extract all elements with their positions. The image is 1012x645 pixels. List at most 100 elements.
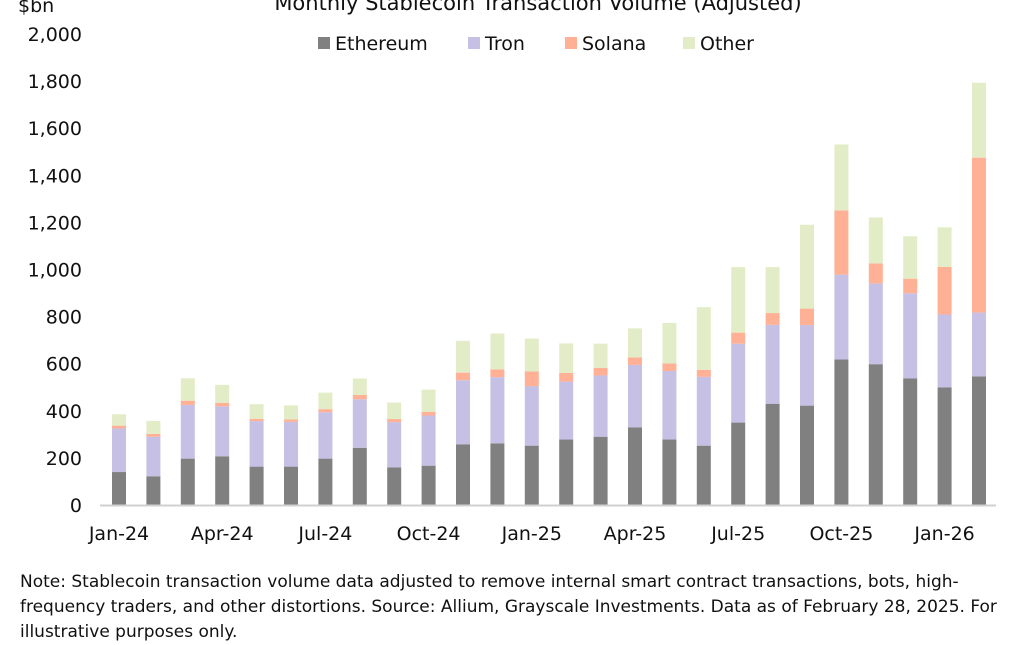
x-tick-label: Jul-24: [297, 523, 352, 545]
bar-solana-Jan-24: [112, 425, 126, 429]
bar-solana-Jun-25: [696, 369, 711, 377]
legend-label-ethereum: Ethereum: [335, 33, 428, 55]
bar-ethereum-Jun-24: [284, 466, 298, 505]
bar-ethereum-May-25: [662, 439, 677, 505]
bar-other-Jul-24: [318, 392, 333, 410]
bar-solana-Mar-25: [593, 367, 608, 376]
bar-ethereum-Jul-25: [731, 422, 746, 505]
y-tick-label: 800: [46, 307, 82, 329]
bar-tron-Jul-25: [731, 343, 746, 423]
bar-solana-Nov-24: [456, 372, 470, 381]
bar-other-Aug-25: [765, 267, 780, 314]
bar-tron-May-25: [662, 371, 677, 440]
x-axis: Jan-24 Apr-24 Jul-24 Oct-24 Jan-25 Apr-25 Jul-…: [88, 523, 975, 545]
legend-swatch-solana: [565, 37, 577, 49]
bar-tron-Jan-25: [524, 386, 539, 446]
bar-solana-Aug-25: [765, 313, 780, 325]
bar-ethereum-Aug-24: [352, 447, 367, 505]
bar-solana-Jul-25: [731, 332, 746, 344]
bar-other-Jan-26: [937, 227, 952, 267]
y-tick-label: 0: [70, 495, 82, 517]
bar-solana-Oct-25: [834, 210, 849, 275]
bar-ethereum-Dec-24: [490, 443, 505, 505]
y-tick-label: 1,600: [28, 118, 82, 140]
legend-label-tron: Tron: [484, 33, 525, 55]
x-tick-label: Jul-25: [710, 523, 765, 545]
bar-solana-May-24: [249, 418, 264, 422]
y-axis: 0 200 400 600 800 1,000 1,200 1,400 1,600 1,800 2,…: [28, 24, 82, 517]
bar-tron-Aug-25: [765, 324, 780, 404]
bar-tron-Jan-26: [937, 314, 952, 388]
x-tick-label: Oct-24: [397, 523, 461, 545]
bar-ethereum-Oct-25: [834, 359, 849, 505]
bar-other-Apr-24: [215, 384, 230, 403]
legend-label-other: Other: [700, 33, 754, 55]
bar-other-Mar-25: [593, 343, 608, 368]
bar-solana-Jul-24: [318, 409, 333, 413]
bar-tron-Nov-25: [868, 283, 883, 365]
bar-other-Aug-24: [352, 378, 367, 396]
bar-tron-Sep-24: [387, 422, 402, 468]
legend-swatch-other: [683, 37, 695, 49]
bar-other-Sep-25: [800, 224, 814, 309]
bar-ethereum-Sep-25: [800, 405, 814, 505]
bar-ethereum-Feb-24: [146, 476, 161, 505]
bar-ethereum-Jan-26: [937, 387, 952, 505]
bar-tron-Sep-25: [800, 325, 814, 406]
y-tick-label: 200: [46, 448, 82, 470]
legend-swatch-tron: [468, 37, 480, 49]
y-tick-label: 1,200: [28, 212, 82, 234]
y-tick-label: 600: [46, 354, 82, 376]
bar-ethereum-May-24: [249, 466, 264, 505]
bar-tron-Jan-24: [112, 428, 126, 473]
chart-title: Monthly Stablecoin Transaction Volume (A…: [274, 0, 801, 15]
bar-solana-Feb-25: [559, 372, 574, 382]
bar-ethereum-Jan-24: [112, 472, 126, 505]
bar-tron-Jun-25: [696, 376, 711, 446]
bar-tron-Apr-25: [628, 364, 642, 428]
bar-solana-Feb-26: [972, 157, 986, 313]
x-tick-label: Jan-25: [501, 523, 562, 545]
bar-tron-Oct-25: [834, 274, 849, 360]
bar-tron-Dec-25: [903, 293, 918, 379]
bar-ethereum-Sep-24: [387, 467, 402, 505]
bar-other-Feb-26: [972, 82, 986, 158]
bar-other-Oct-25: [834, 144, 849, 211]
bar-ethereum-Jul-24: [318, 458, 333, 505]
x-tick-label: Apr-24: [191, 523, 254, 545]
bar-tron-May-24: [249, 421, 264, 467]
y-tick-label: 1,800: [28, 71, 82, 93]
legend: Ethereum Tron Solana Other: [318, 33, 754, 55]
bar-other-Apr-25: [628, 328, 642, 358]
bar-solana-Jun-24: [284, 419, 298, 422]
bar-solana-Feb-24: [146, 433, 161, 437]
bar-solana-Mar-24: [180, 400, 195, 405]
bar-other-Jul-25: [731, 267, 746, 333]
bar-ethereum-Aug-25: [765, 403, 780, 505]
bar-other-Oct-24: [421, 389, 436, 412]
legend-label-solana: Solana: [582, 33, 646, 55]
bar-other-Feb-25: [559, 343, 574, 373]
bar-ethereum-Oct-24: [421, 465, 436, 505]
bar-other-Jun-24: [284, 405, 298, 420]
bar-other-May-25: [662, 322, 677, 364]
bar-tron-Mar-24: [180, 404, 195, 459]
bar-other-Jun-25: [696, 307, 711, 370]
bar-ethereum-Nov-25: [868, 364, 883, 505]
bar-other-Mar-24: [180, 378, 195, 401]
bar-solana-Sep-24: [387, 419, 402, 423]
bar-other-Nov-25: [868, 217, 883, 264]
bar-solana-Jan-26: [937, 266, 952, 315]
bar-other-May-24: [249, 404, 264, 419]
bar-solana-Dec-25: [903, 278, 918, 294]
bar-other-Nov-24: [456, 340, 470, 373]
x-tick-label: Jan-26: [913, 523, 974, 545]
bar-ethereum-Apr-24: [215, 456, 230, 505]
y-tick-label: 1,000: [28, 260, 82, 282]
bar-ethereum-Mar-24: [180, 458, 195, 505]
bar-other-Dec-24: [490, 333, 505, 370]
bar-other-Jan-24: [112, 414, 126, 426]
bar-other-Sep-24: [387, 402, 402, 420]
bar-ethereum-Apr-25: [628, 427, 642, 505]
